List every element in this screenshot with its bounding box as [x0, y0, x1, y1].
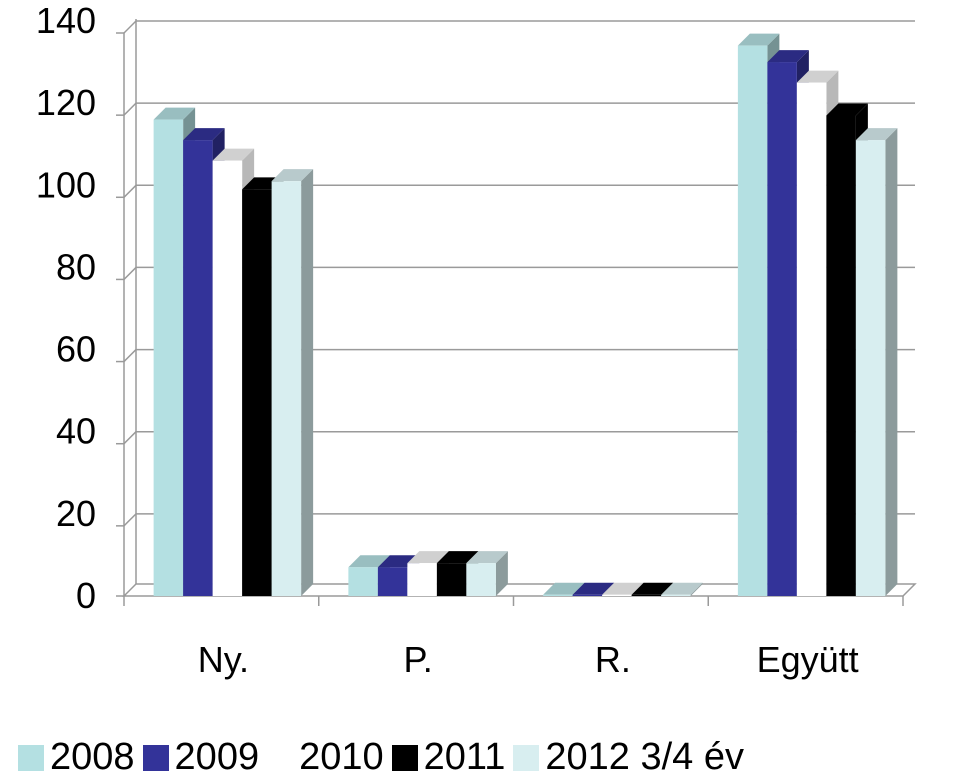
bar-top	[271, 169, 314, 182]
y-tick-label: 40	[56, 411, 96, 452]
legend-swatch	[513, 744, 540, 771]
legend-label: 2011	[423, 736, 506, 778]
x-tick-label: P.	[403, 639, 432, 680]
bar-side	[495, 551, 508, 596]
legend-item: 2012 3/4 év	[513, 736, 744, 779]
bar-top	[212, 148, 255, 161]
x-tick-label: R.	[595, 639, 631, 680]
bar-top	[153, 107, 196, 120]
y-tick-label: 20	[56, 493, 96, 534]
bar	[543, 594, 573, 596]
bar	[737, 45, 768, 596]
bar	[348, 567, 378, 596]
bar-side	[301, 169, 314, 596]
y-tick-label: 140	[36, 0, 96, 41]
legend-label: 2009	[174, 736, 260, 778]
y-tick-label: 100	[36, 164, 96, 205]
y-tick-label: 0	[76, 575, 96, 616]
x-tick-label: Ny.	[198, 639, 249, 680]
bar-top	[543, 582, 585, 595]
gridline-side	[123, 431, 137, 445]
legend: 2008 2009 2010 2011 2012 3/4 év	[18, 736, 752, 779]
bar	[602, 594, 632, 596]
legend-label: 2008	[50, 736, 135, 778]
bar	[183, 140, 213, 596]
gridline-side	[123, 184, 137, 198]
gridline-side	[123, 349, 137, 363]
bar	[572, 594, 603, 596]
bar-top	[348, 555, 390, 568]
bar-top	[602, 582, 644, 595]
legend-item: 2008	[18, 736, 135, 779]
bars	[153, 33, 898, 597]
bar	[661, 594, 691, 596]
legend-item: 2009	[142, 736, 260, 779]
bar-top	[855, 128, 898, 141]
bar-top	[631, 582, 674, 595]
legend-swatch	[267, 744, 294, 771]
legend-label: 2012 3/4 év	[545, 736, 744, 778]
bar	[242, 189, 272, 596]
y-tick-label: 120	[36, 82, 96, 123]
legend-swatch	[18, 744, 44, 771]
x-tick-label: Együtt	[757, 639, 859, 680]
y-tick-label: 60	[56, 329, 96, 370]
legend-item: 2011	[391, 736, 506, 779]
bar	[466, 563, 496, 596]
axis-labels: 0 20 40 60 80 100 120 140 Ny. P. R. Együtt	[36, 0, 859, 680]
bar-side	[690, 582, 703, 596]
bar-top	[796, 70, 839, 83]
bar-side	[885, 128, 898, 596]
bar	[631, 594, 662, 596]
bar	[767, 62, 797, 597]
bar	[212, 160, 243, 596]
legend-item: 2010	[267, 736, 384, 779]
bar-top	[572, 582, 615, 595]
axes	[116, 19, 917, 606]
bar-top	[826, 103, 868, 116]
gridline-side	[123, 266, 137, 280]
bar	[377, 567, 408, 596]
bar	[407, 563, 437, 596]
gridline-side	[123, 20, 137, 34]
bar	[271, 181, 302, 596]
bar-top	[183, 128, 225, 141]
bar	[436, 563, 467, 596]
bar-top	[661, 582, 703, 595]
legend-label: 2010	[299, 736, 384, 778]
bar	[855, 140, 886, 596]
gridline-side	[123, 102, 137, 116]
bar-top	[767, 50, 809, 63]
legend-swatch	[142, 744, 169, 771]
bar	[796, 82, 827, 597]
legend-swatch	[391, 744, 418, 771]
bar-top	[407, 551, 449, 564]
bar-top	[737, 33, 780, 46]
y-tick-label: 80	[56, 246, 96, 287]
gridline-side	[123, 513, 137, 527]
bar	[153, 119, 184, 597]
bar-top	[436, 551, 479, 564]
bar	[826, 115, 856, 596]
bar-top	[466, 551, 508, 564]
